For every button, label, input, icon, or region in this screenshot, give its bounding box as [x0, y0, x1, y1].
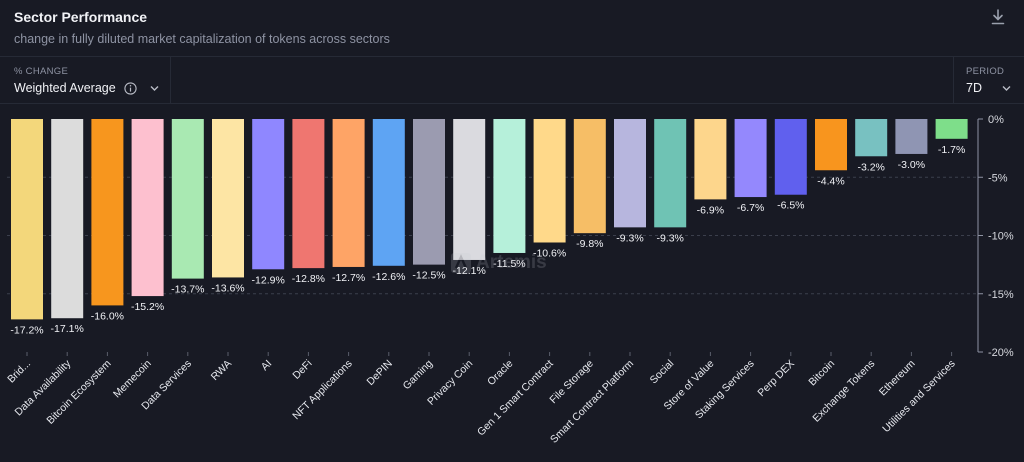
- bar: [292, 119, 325, 269]
- bar: [533, 119, 566, 243]
- chevron-down-icon: [150, 86, 159, 91]
- chart-subtitle: change in fully diluted market capitaliz…: [14, 32, 390, 46]
- y-tick-label: -5%: [988, 172, 1008, 184]
- bar: [573, 119, 606, 234]
- y-tick-label: 0%: [988, 114, 1004, 126]
- download-icon[interactable]: [990, 8, 1006, 26]
- y-tick-label: -20%: [988, 347, 1014, 359]
- x-tick-label: Smart Contract Platform: [548, 357, 636, 445]
- bar-value-label: -9.8%: [576, 238, 603, 250]
- bar-value-label: -12.9%: [252, 274, 285, 286]
- bar: [332, 119, 365, 267]
- bar-value-label: -10.6%: [533, 247, 566, 259]
- bar-value-label: -13.6%: [211, 282, 244, 294]
- bar: [654, 119, 687, 228]
- bar-value-label: -4.4%: [817, 175, 844, 187]
- bar-value-label: -12.1%: [453, 265, 486, 277]
- bar: [131, 119, 164, 297]
- bar: [734, 119, 767, 198]
- bar: [91, 119, 124, 306]
- bar-value-label: -13.7%: [171, 284, 204, 296]
- bar-value-label: -6.9%: [697, 204, 724, 216]
- x-tick-label: DeFi: [290, 358, 314, 382]
- bar: [372, 119, 405, 266]
- bar: [51, 119, 84, 319]
- period-label: PERIOD: [966, 66, 1005, 77]
- bar-value-label: -1.7%: [938, 144, 965, 156]
- artemis-watermark: Artemis: [450, 250, 580, 276]
- period-select[interactable]: PERIOD 7D: [953, 57, 1024, 103]
- x-tick-label: Utilities and Services: [880, 358, 957, 435]
- bar-value-label: -9.3%: [616, 232, 643, 244]
- bar: [453, 119, 486, 260]
- bar-value-label: -12.6%: [372, 271, 405, 283]
- bar-value-label: -6.7%: [737, 202, 764, 214]
- x-tick-label: Bitcoin: [806, 358, 837, 389]
- bar-value-label: -3.0%: [898, 159, 925, 171]
- bar-value-label: -9.3%: [656, 232, 683, 244]
- period-value: 7D: [966, 81, 982, 95]
- x-tick-label: Memecoin: [111, 358, 154, 401]
- bar-value-label: -6.5%: [777, 200, 804, 212]
- bar-value-label: -17.1%: [51, 323, 84, 335]
- change-type-value: Weighted Average: [14, 81, 116, 95]
- bar: [493, 119, 526, 253]
- x-tick-label: DePIN: [365, 358, 395, 388]
- bar: [171, 119, 204, 279]
- bar: [614, 119, 646, 228]
- watermark-text: Artemis: [476, 252, 547, 273]
- bar-value-label: -16.0%: [91, 310, 124, 322]
- change-type-select[interactable]: % CHANGE Weighted Average: [0, 57, 171, 103]
- bar-value-label: -12.7%: [332, 272, 365, 284]
- chevron-down-icon: [1002, 86, 1011, 91]
- bar-value-label: -17.2%: [10, 324, 43, 336]
- chart-title: Sector Performance: [14, 9, 148, 25]
- bar: [895, 119, 928, 154]
- bar: [935, 119, 968, 139]
- bar-value-label: -11.5%: [493, 258, 526, 270]
- x-tick-label: RWA: [209, 358, 234, 383]
- bar-value-label: -12.8%: [292, 273, 325, 285]
- bar-value-label: -3.2%: [857, 161, 884, 173]
- bar: [774, 119, 807, 195]
- bar: [855, 119, 888, 157]
- y-tick-label: -10%: [988, 231, 1014, 243]
- controls-bar: % CHANGE Weighted Average PERIOD 7D: [0, 56, 1024, 104]
- x-tick-label: Oracle: [485, 358, 515, 388]
- x-tick-label: Ethereum: [877, 357, 918, 398]
- x-tick-label: Brid...: [5, 358, 33, 386]
- bar: [694, 119, 727, 200]
- bar-value-label: -15.2%: [131, 301, 164, 313]
- x-tick-label: Gen 1 Smart Contract: [475, 358, 556, 439]
- info-icon[interactable]: [124, 82, 137, 95]
- change-type-label: % CHANGE: [14, 66, 69, 77]
- bar-chart: 0%-5%-10%-15%-20%-17.2%Brid...-17.1%Data…: [5, 114, 1014, 446]
- artemis-logo-icon: [451, 253, 471, 273]
- x-tick-label: Perp DEX: [755, 358, 796, 399]
- x-tick-label: AI: [259, 358, 275, 374]
- bar: [815, 119, 847, 171]
- y-tick-label: -15%: [988, 289, 1014, 301]
- bar: [252, 119, 285, 270]
- bar: [413, 119, 445, 265]
- x-tick-label: Social: [648, 358, 677, 387]
- bar-value-label: -12.5%: [412, 270, 445, 282]
- x-tick-label: Gaming: [401, 358, 436, 393]
- bar: [212, 119, 244, 278]
- bar: [11, 119, 43, 320]
